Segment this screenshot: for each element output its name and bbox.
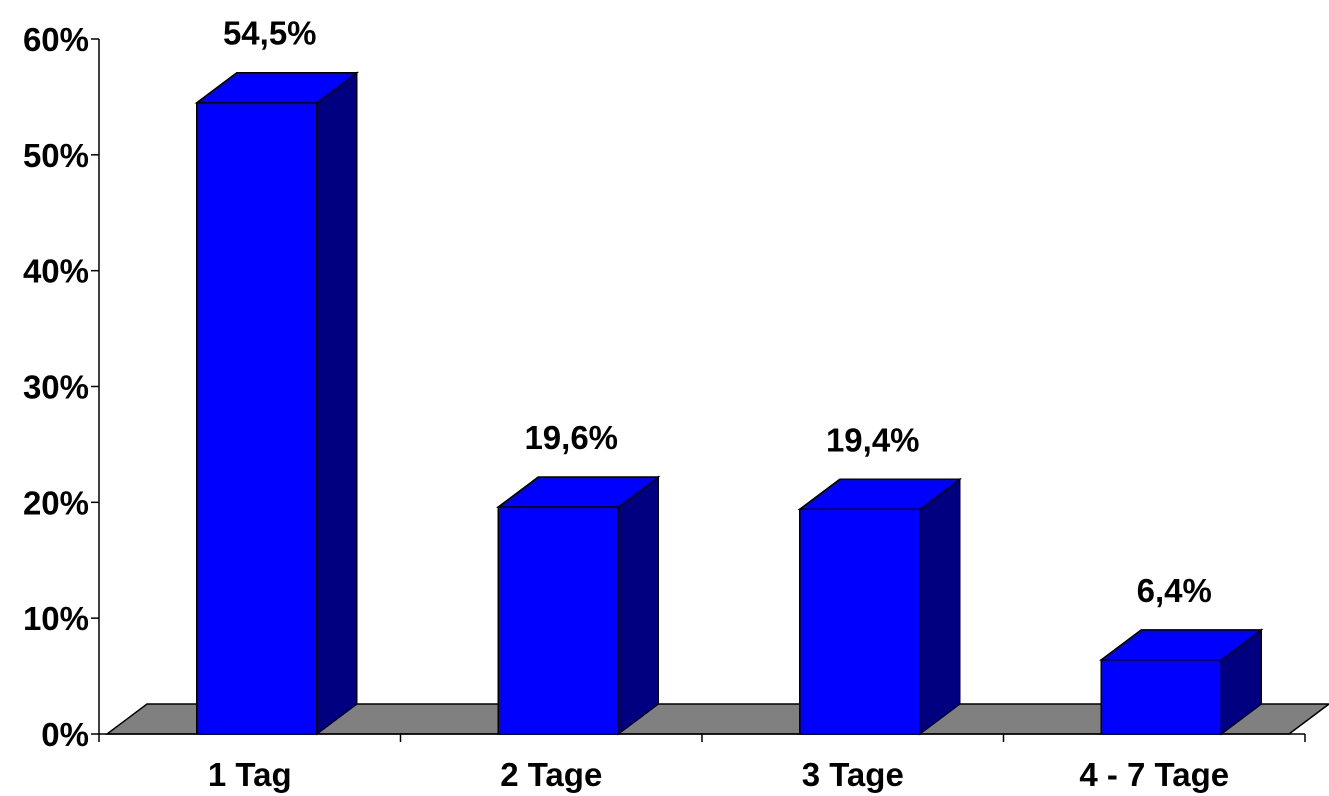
- data-label: 19,6%: [524, 419, 618, 456]
- data-label: 19,4%: [826, 421, 920, 458]
- bar-side-face: [617, 475, 659, 736]
- y-tick-label: 20%: [23, 484, 89, 521]
- bar-side-face: [316, 71, 358, 736]
- bar-side-face: [919, 477, 961, 736]
- bar-front-face: [497, 506, 619, 735]
- bars-layer: [194, 71, 1264, 736]
- data-label: 6,4%: [1137, 572, 1212, 609]
- y-tick-label: 0%: [41, 716, 89, 753]
- y-tick-label: 60%: [23, 21, 89, 58]
- bar: [1099, 628, 1264, 736]
- category-label: 1 Tag: [208, 756, 292, 793]
- data-label: 54,5%: [223, 15, 317, 52]
- bar: [194, 71, 359, 736]
- bar-front-face: [799, 508, 921, 735]
- labels-layer: 54,5% 1 Tag 19,6% 2 Tage 19,4% 3 Tage 6,4% 4 - …: [208, 15, 1229, 793]
- category-label: 2 Tage: [500, 756, 602, 793]
- bar: [797, 477, 962, 736]
- axis-layer: 0% 10% 20% 30% 40% 50% 60%: [23, 21, 1306, 753]
- y-tick-label: 40%: [23, 253, 89, 290]
- y-tick-label: 50%: [23, 137, 89, 174]
- y-tick-label: 10%: [23, 600, 89, 637]
- y-tick-label: 30%: [23, 369, 89, 406]
- bar-front-face: [196, 101, 318, 735]
- bar-front-face: [1100, 659, 1222, 735]
- category-label: 4 - 7 Tage: [1079, 756, 1229, 793]
- bar: [496, 475, 661, 736]
- category-label: 3 Tage: [802, 756, 904, 793]
